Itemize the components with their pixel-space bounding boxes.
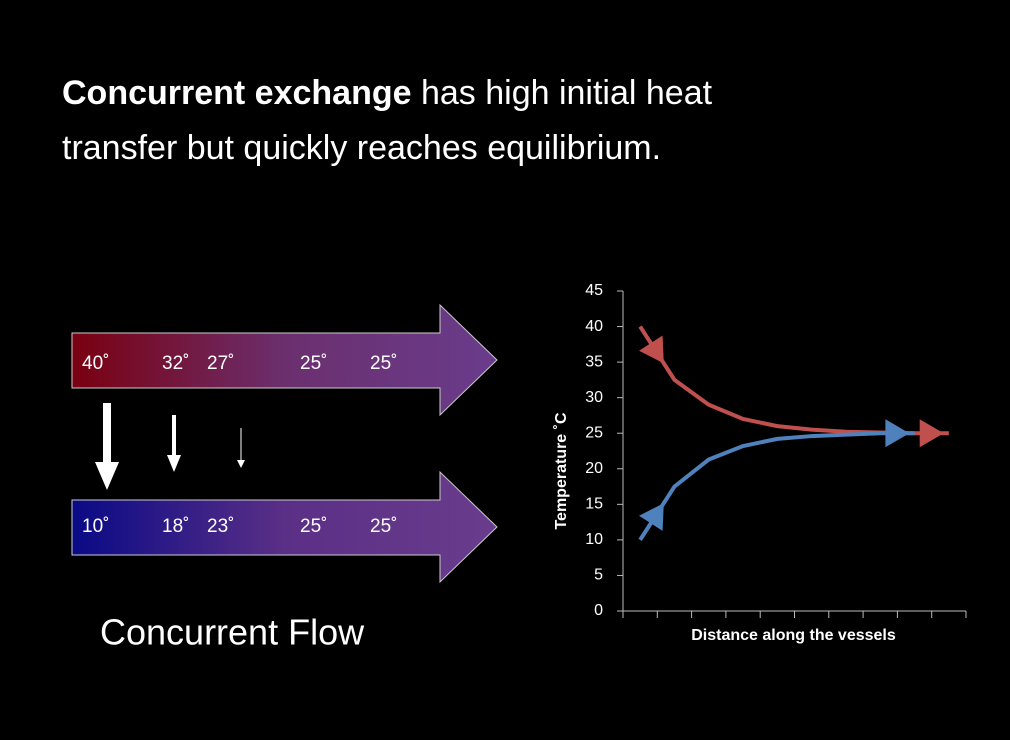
temp-label: 27˚ bbox=[207, 353, 234, 374]
caption: Concurrent Flow bbox=[100, 612, 365, 653]
line-arrowhead bbox=[639, 503, 664, 531]
y-tick-label: 25 bbox=[585, 424, 603, 441]
x-axis-title: Distance along the vessels bbox=[691, 627, 896, 644]
y-tick-label: 5 bbox=[594, 567, 603, 584]
temp-label: 23˚ bbox=[207, 516, 234, 537]
y-axis-title: Temperature ˚C bbox=[553, 412, 570, 530]
temp-label: 25˚ bbox=[370, 516, 397, 537]
slide-title-line2: transfer but quickly reaches equilibrium… bbox=[62, 129, 661, 167]
warm-flow-arrow bbox=[71, 303, 498, 417]
chart: 0 5 10 15 20 25 30 35 40 45 Distance along the ves… bbox=[553, 282, 967, 644]
temperature-labels: 40˚ 32˚ 27˚ 25˚ 25˚ 10˚ 18˚ 23˚ 25˚ 25˚ bbox=[82, 353, 397, 537]
y-tick-label: 30 bbox=[585, 389, 603, 406]
y-tick-label: 45 bbox=[585, 282, 603, 299]
heat-arrow bbox=[95, 403, 119, 490]
temp-label: 25˚ bbox=[300, 353, 327, 374]
temp-label: 40˚ bbox=[82, 353, 109, 374]
heat-arrow bbox=[237, 428, 245, 468]
temp-label: 32˚ bbox=[162, 353, 189, 374]
series-line bbox=[638, 431, 915, 541]
title-rest: has high initial heat bbox=[412, 74, 713, 112]
y-tick-label: 35 bbox=[585, 353, 603, 370]
y-tick-label: 40 bbox=[585, 318, 603, 335]
cool-flow-arrow bbox=[71, 470, 498, 584]
y-tick-label: 0 bbox=[594, 602, 603, 619]
line-arrowhead bbox=[919, 419, 944, 448]
temp-label: 18˚ bbox=[162, 516, 189, 537]
heat-arrow bbox=[167, 415, 181, 472]
title-bold: Concurrent exchange bbox=[62, 74, 412, 112]
y-tick-label: 15 bbox=[585, 496, 603, 513]
y-tick-label: 10 bbox=[585, 531, 603, 548]
line-arrowhead bbox=[639, 335, 664, 364]
temp-label: 10˚ bbox=[82, 516, 109, 537]
slide-title: Concurrent exchange has high initial hea… bbox=[62, 74, 713, 112]
line-arrowhead bbox=[885, 419, 910, 448]
temp-label: 25˚ bbox=[300, 516, 327, 537]
series-line bbox=[638, 325, 949, 436]
temp-label: 25˚ bbox=[370, 353, 397, 374]
y-tick-label: 20 bbox=[585, 460, 603, 477]
